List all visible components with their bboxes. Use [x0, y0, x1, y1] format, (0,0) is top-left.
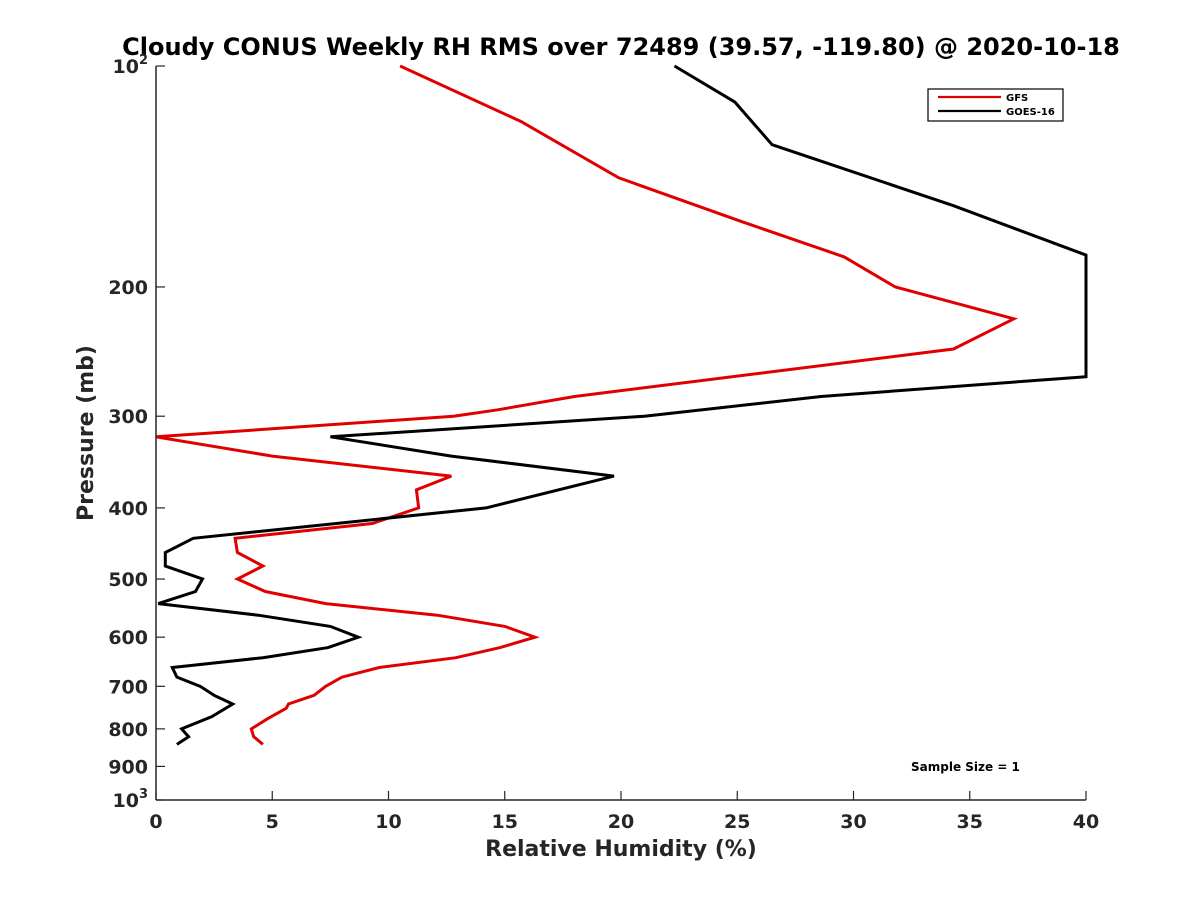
x-tick-label-0: 0 [149, 811, 162, 833]
legend: GFS GOES-16 [927, 88, 1064, 122]
legend-label-gfs: GFS [1006, 93, 1028, 104]
y-axis-ticks: 102 200 300 400 500 600 700 800 900 103 [108, 53, 165, 812]
legend-box [927, 88, 1064, 122]
series-line-gfs [156, 64, 1019, 746]
y-tick-label-9: 103 [113, 787, 149, 812]
x-axis-ticks: 0 5 10 15 20 25 30 35 40 [149, 791, 1099, 833]
x-tick-label-8: 40 [1073, 811, 1099, 833]
y-tick-label-2: 300 [108, 406, 148, 428]
series-layer [156, 64, 1088, 746]
series-line-goes16 [157, 64, 1088, 746]
x-tick-label-2: 10 [375, 811, 401, 833]
plot-area [156, 66, 1086, 800]
y-tick-label-3: 400 [108, 498, 148, 520]
x-tick-label-5: 25 [724, 811, 750, 833]
x-tick-label-3: 15 [492, 811, 518, 833]
y-tick-label-4: 500 [108, 569, 148, 591]
y-tick-label-8: 900 [108, 756, 148, 778]
y-tick-label-6: 700 [108, 676, 148, 698]
x-tick-label-6: 30 [840, 811, 866, 833]
chart-title: Cloudy CONUS Weekly RH RMS over 72489 (3… [122, 33, 1120, 61]
legend-label-goes16: GOES-16 [1006, 107, 1055, 118]
x-tick-label-1: 5 [266, 811, 279, 833]
y-tick-label-7: 800 [108, 719, 148, 741]
x-tick-label-4: 20 [608, 811, 634, 833]
x-axis-label: Relative Humidity (%) [485, 837, 757, 862]
sample-size-annotation: Sample Size = 1 [911, 760, 1020, 774]
y-tick-label-1: 200 [108, 277, 148, 299]
y-axis-label: Pressure (mb) [74, 345, 99, 521]
x-tick-label-7: 35 [957, 811, 983, 833]
y-tick-label-0: 102 [113, 53, 149, 78]
y-tick-label-5: 600 [108, 627, 148, 649]
